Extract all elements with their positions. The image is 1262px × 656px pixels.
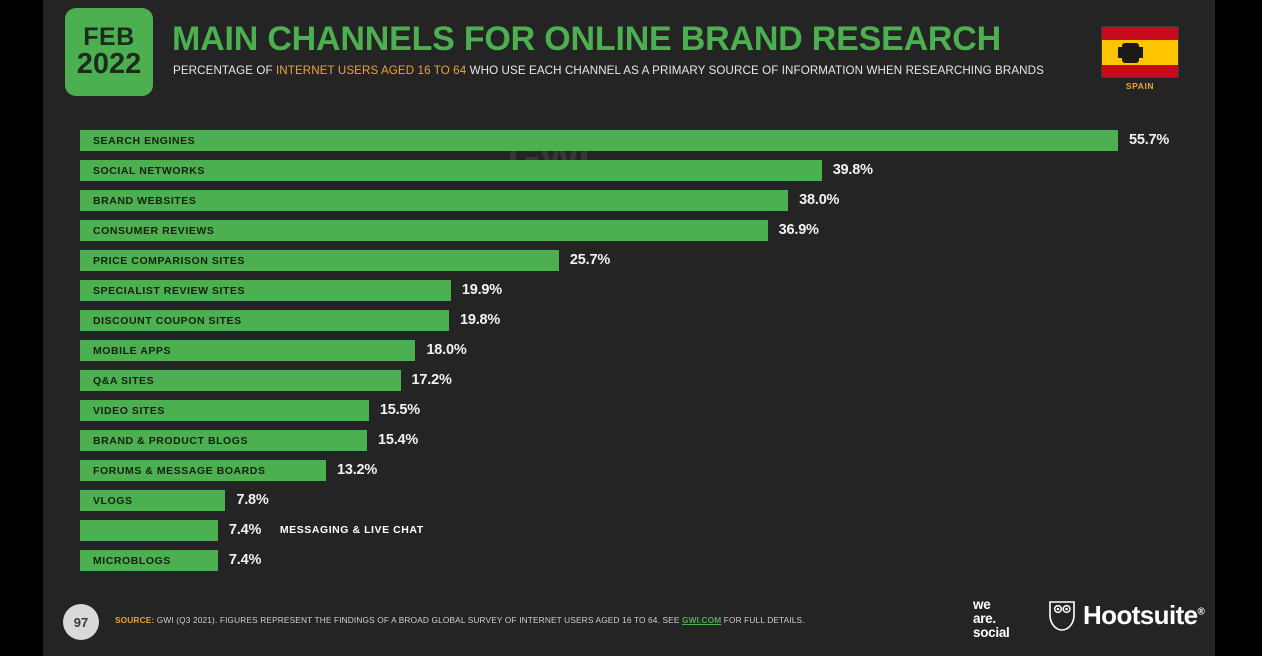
- date-badge: FEB 2022: [65, 8, 153, 96]
- chart-bar-label: BRAND WEBSITES: [93, 194, 197, 207]
- chart-row: VLOGS 7.8%: [80, 490, 1180, 511]
- chart-bar-label: SEARCH ENGINES: [93, 134, 196, 147]
- chart-bar-label: SPECIALIST REVIEW SITES: [93, 284, 246, 297]
- chart-value-label: 7.8%: [236, 492, 269, 508]
- chart-bar-label: MOBILE APPS: [93, 344, 172, 357]
- chart-row: SEARCH ENGINES 55.7%: [80, 130, 1180, 151]
- we-are-social-logo: we are. social: [973, 597, 1010, 640]
- logo-line-we: we: [973, 597, 991, 612]
- subtitle-part-1: PERCENTAGE OF: [173, 64, 276, 77]
- chart-value-label: 7.4%: [228, 552, 262, 568]
- chart-bar-label: DISCOUNT COUPON SITES: [93, 314, 242, 327]
- gwi-link[interactable]: GWI.COM: [682, 615, 722, 625]
- subtitle-part-2: WHO USE EACH CHANNEL AS A PRIMARY SOURCE…: [466, 64, 1044, 77]
- chart-bar: CONSUMER REVIEWS: [80, 220, 768, 241]
- registered-mark: ®: [1197, 606, 1205, 618]
- chart-value-label: 39.8%: [832, 162, 873, 178]
- chart-row: DISCOUNT COUPON SITES 19.8%: [80, 310, 1180, 331]
- page-subtitle: PERCENTAGE OF INTERNET USERS AGED 16 TO …: [173, 64, 1044, 77]
- chart-bar: SPECIALIST REVIEW SITES: [80, 280, 451, 301]
- chart-bar: VLOGS: [80, 490, 226, 511]
- chart-row: SOCIAL NETWORKS 39.8%: [80, 160, 1180, 181]
- page-title: MAIN CHANNELS FOR ONLINE BRAND RESEARCH: [172, 20, 1001, 58]
- owl-icon: [1049, 600, 1075, 631]
- chart-value-label: 25.7%: [569, 252, 611, 268]
- chart-value-label: 18.0%: [426, 342, 467, 358]
- chart-row: BRAND WEBSITES 38.0%: [80, 190, 1180, 211]
- chart-value-label: 15.5%: [379, 402, 420, 418]
- hootsuite-wordmark: Hootsuite®: [1083, 600, 1205, 631]
- chart-bar: BRAND & PRODUCT BLOGS: [80, 430, 367, 451]
- chart-value-label: 19.8%: [459, 312, 501, 328]
- chart-bar-label: Q&A SITES: [93, 374, 155, 387]
- source-text-1: GWI (Q3 2021). FIGURES REPRESENT THE FIN…: [154, 615, 682, 625]
- chart-bar-label: SOCIAL NETWORKS: [93, 164, 205, 177]
- chart-value-label: 38.0%: [799, 192, 840, 208]
- bar-chart: GWI. SEARCH ENGINES 55.7% SOCIAL NETWORKS 3…: [43, 128, 1215, 584]
- chart-row: FORUMS & MESSAGE BOARDS 13.2%: [80, 460, 1180, 481]
- chart-bar-label: VIDEO SITES: [93, 404, 165, 417]
- chart-value-label: 15.4%: [377, 432, 419, 448]
- chart-row: 7.4% MESSAGING & LIVE CHAT: [80, 520, 1180, 541]
- slide-header: FEB 2022 MAIN CHANNELS FOR ONLINE BRAND …: [43, 0, 1215, 108]
- chart-bar-label: MESSAGING & LIVE CHAT: [279, 524, 424, 536]
- hootsuite-text: Hootsuite: [1083, 600, 1198, 630]
- chart-bar: BRAND WEBSITES: [80, 190, 789, 211]
- logo-line-social: social: [973, 624, 1010, 640]
- slide-canvas: FEB 2022 MAIN CHANNELS FOR ONLINE BRAND …: [43, 0, 1215, 656]
- chart-bar: DISCOUNT COUPON SITES: [80, 310, 449, 331]
- chart-value-label: 55.7%: [1129, 132, 1170, 148]
- chart-bar-label: VLOGS: [93, 494, 133, 507]
- chart-value-label: 19.9%: [461, 282, 502, 298]
- chart-bar: VIDEO SITES: [80, 400, 369, 421]
- country-label: SPAIN: [1125, 81, 1155, 91]
- source-text-2: FOR FULL DETAILS.: [721, 615, 805, 625]
- chart-bar-label: CONSUMER REVIEWS: [93, 224, 215, 237]
- date-month: FEB: [83, 23, 135, 51]
- source-label: SOURCE:: [115, 615, 155, 625]
- chart-row: SPECIALIST REVIEW SITES 19.9%: [80, 280, 1180, 301]
- country-block: SPAIN: [1099, 26, 1181, 91]
- chart-row: PRICE COMPARISON SITES 25.7%: [80, 250, 1180, 271]
- chart-value-label: 17.2%: [411, 372, 452, 388]
- chart-bar: FORUMS & MESSAGE BOARDS: [80, 460, 326, 481]
- chart-bar: PRICE COMPARISON SITES: [80, 250, 559, 271]
- chart-bar: SEARCH ENGINES: [80, 130, 1118, 151]
- spain-flag-icon: [1101, 26, 1179, 78]
- flag-crest: [1118, 43, 1143, 63]
- chart-row: MICROBLOGS 7.4%: [80, 550, 1180, 571]
- chart-bar: Q&A SITES: [80, 370, 401, 391]
- subtitle-highlight: INTERNET USERS AGED 16 TO 64: [275, 64, 467, 77]
- chart-bar-label: MICROBLOGS: [93, 554, 171, 567]
- date-year: 2022: [76, 48, 142, 80]
- chart-bar: MICROBLOGS: [80, 550, 218, 571]
- chart-value-label: 36.9%: [778, 222, 819, 238]
- chart-bar: SOCIAL NETWORKS: [80, 160, 822, 181]
- chart-bar-label: BRAND & PRODUCT BLOGS: [93, 434, 249, 447]
- chart-row: MOBILE APPS 18.0%: [80, 340, 1180, 361]
- chart-row: CONSUMER REVIEWS 36.9%: [80, 220, 1180, 241]
- chart-bar: MOBILE APPS: [80, 340, 416, 361]
- chart-row: VIDEO SITES 15.5%: [80, 400, 1180, 421]
- chart-value-label: 13.2%: [336, 462, 378, 478]
- chart-value-label: 7.4%: [228, 522, 262, 538]
- chart-row: Q&A SITES 17.2%: [80, 370, 1180, 391]
- source-note: SOURCE: GWI (Q3 2021). FIGURES REPRESENT…: [115, 615, 805, 625]
- chart-bar-label: PRICE COMPARISON SITES: [93, 254, 245, 267]
- chart-bar: [80, 520, 218, 541]
- page-number-badge: 97: [63, 604, 99, 640]
- hootsuite-logo: Hootsuite®: [1048, 600, 1205, 631]
- chart-row: BRAND & PRODUCT BLOGS 15.4%: [80, 430, 1180, 451]
- slide-footer: 97 SOURCE: GWI (Q3 2021). FIGURES REPRES…: [43, 588, 1215, 656]
- chart-bar-label: FORUMS & MESSAGE BOARDS: [93, 464, 266, 477]
- logo-line-are: are.: [973, 610, 996, 626]
